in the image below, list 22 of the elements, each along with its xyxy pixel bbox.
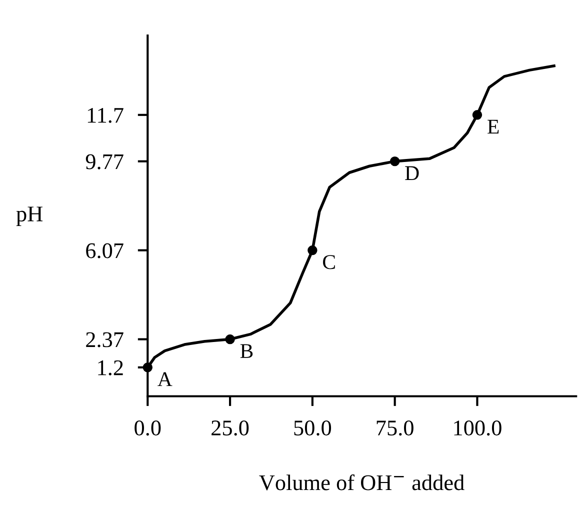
x-tick-label: 100.0 (454, 420, 502, 436)
point (142, 362, 153, 372)
annotation: E (488, 120, 499, 134)
x-tick-label: 25.0 (212, 420, 249, 436)
y-tick-label: 6.07 (86, 243, 124, 258)
point (308, 245, 318, 256)
y-tick-label: 1.2 (98, 360, 123, 376)
point (390, 156, 400, 166)
point (225, 334, 235, 344)
point (472, 110, 482, 120)
x-tick-label: 50.0 (294, 420, 332, 436)
annotation: C (323, 255, 335, 270)
y-tick-label: 9.77 (86, 154, 124, 170)
annotation: D (405, 166, 419, 180)
y-tick-label: 11.7 (88, 108, 124, 123)
x-axis-title: Volume of OH$^{−}$ added (259, 474, 464, 490)
x-tick-label: 0.0 (134, 420, 161, 436)
annotation: A (158, 372, 172, 386)
annotation: B (240, 344, 253, 358)
y-axis-title: pH (16, 206, 43, 226)
x-tick-label: 75.0 (376, 420, 414, 436)
y-tick-label: 2.37 (86, 332, 124, 348)
